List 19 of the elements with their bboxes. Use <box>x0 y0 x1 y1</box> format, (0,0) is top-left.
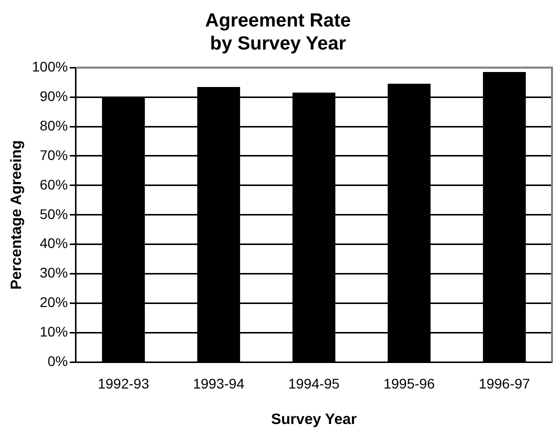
x-tick-label: 1995-96 <box>383 375 436 392</box>
y-tick-label: 100% <box>32 58 68 74</box>
x-tick-label: 1992-93 <box>98 375 150 392</box>
y-tick-label: 20% <box>40 294 68 310</box>
x-tick-label: 1996-97 <box>478 375 530 392</box>
chart-title: Agreement Rate by Survey Year <box>205 10 351 54</box>
x-tick-label: 1994-95 <box>288 375 340 392</box>
y-tick-label: 30% <box>40 264 68 281</box>
y-tick-label: 40% <box>40 235 68 252</box>
x-tick-label: 1993-94 <box>192 375 245 392</box>
y-tick-label: 50% <box>40 206 68 222</box>
y-tick-label: 60% <box>40 176 68 192</box>
y-tick-label: 80% <box>40 117 68 134</box>
y-tick-label: 70% <box>40 146 68 163</box>
y-tick-label: 0% <box>48 353 68 370</box>
y-axis-title: Percentage Agreeing <box>8 140 26 290</box>
y-tick-label: 90% <box>40 88 68 104</box>
x-axis-title: Survey Year <box>271 411 357 428</box>
y-tick-label: 10% <box>40 324 68 340</box>
